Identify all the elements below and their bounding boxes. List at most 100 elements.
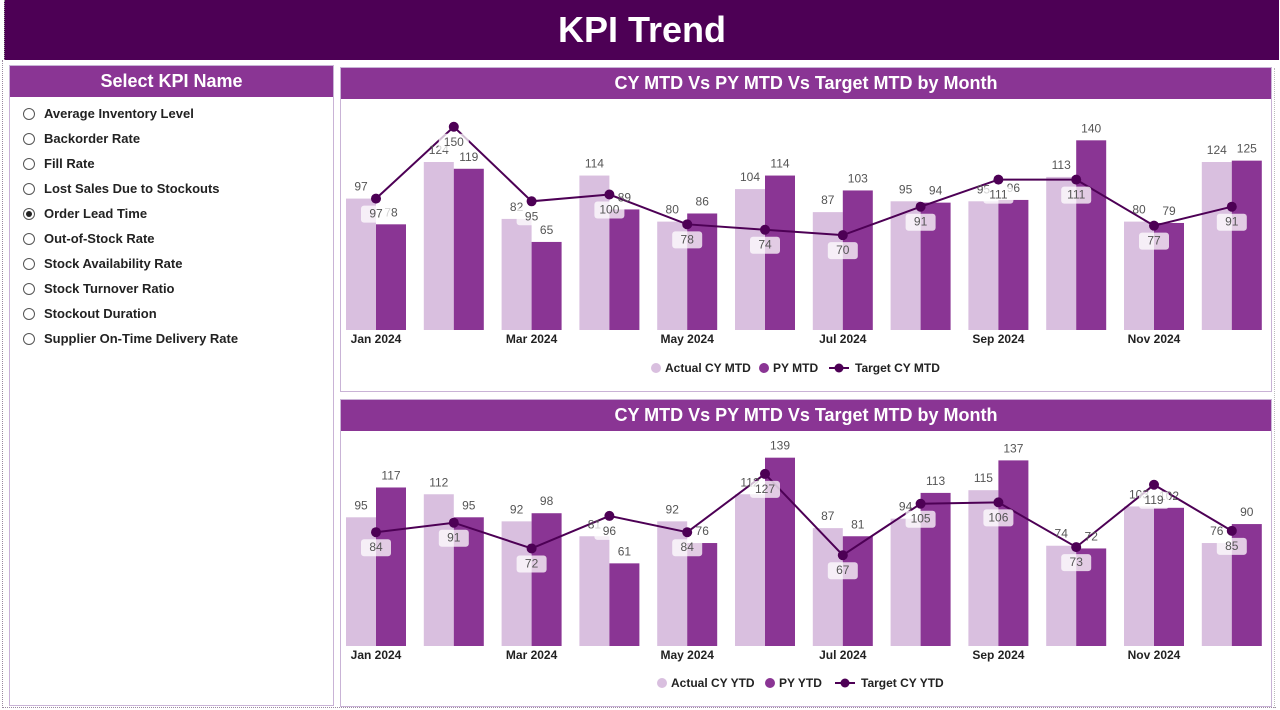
x-tick-label: Jul 2024: [819, 332, 867, 346]
radio-button-icon[interactable]: [23, 107, 35, 120]
slicer-item[interactable]: Lost Sales Due to Stockouts: [10, 176, 333, 201]
target-point: [993, 174, 1004, 185]
slicer-item-label: Stock Availability Rate: [44, 256, 183, 271]
bar-actual: [812, 528, 843, 646]
slicer-item-label: Out-of-Stock Rate: [44, 231, 155, 246]
data-label-target: 91: [1225, 215, 1239, 229]
data-label-actual: 87: [821, 193, 835, 207]
legend-marker-icon: [657, 678, 667, 688]
radio-button-icon[interactable]: [23, 257, 35, 270]
slicer-item[interactable]: Stockout Duration: [10, 301, 333, 326]
data-label-target: 100: [599, 203, 619, 217]
chart-title: CY MTD Vs PY MTD Vs Target MTD by Month: [341, 400, 1271, 431]
data-label-target: 91: [447, 531, 461, 545]
target-point: [526, 543, 537, 554]
legend-marker-icon: [834, 363, 844, 373]
radio-button-icon[interactable]: [23, 182, 35, 195]
bar-py: [842, 190, 873, 330]
data-label-bg: [594, 201, 625, 219]
data-label-bg: [594, 522, 625, 540]
data-label-actual: 95: [354, 498, 368, 512]
target-point: [526, 196, 537, 207]
bar-py: [998, 199, 1029, 330]
data-label-py: 94: [929, 184, 943, 198]
data-label-bg: [361, 205, 391, 223]
data-label-actual: 112: [429, 475, 448, 489]
slicer-item[interactable]: Stock Turnover Ratio: [10, 276, 333, 301]
data-label-actual: 95: [899, 182, 913, 196]
target-point: [1149, 479, 1159, 490]
data-label-actual: 115: [974, 471, 993, 485]
data-label-target: 111: [989, 188, 1008, 202]
data-label-py: 117: [381, 468, 400, 482]
radio-button-icon[interactable]: [23, 282, 35, 295]
scrollbar[interactable]: [1274, 68, 1279, 708]
bar-actual: [346, 517, 376, 646]
radio-button-icon[interactable]: [23, 207, 35, 220]
data-label-bg: [1216, 213, 1247, 231]
data-label-bg: [1061, 186, 1092, 204]
data-label-actual: 80: [1132, 203, 1146, 217]
data-label-bg: [672, 539, 703, 557]
data-label-bg: [361, 539, 391, 557]
data-label-target: 70: [836, 243, 850, 257]
bar-actual: [735, 189, 765, 330]
data-label-py: 79: [1162, 204, 1176, 218]
slicer-item-label: Order Lead Time: [44, 206, 148, 221]
x-tick-label: Nov 2024: [1128, 332, 1181, 346]
chart-panel-ytd: CY MTD Vs PY MTD Vs Target MTD by Month …: [340, 399, 1272, 707]
target-point: [371, 527, 381, 538]
target-point: [915, 498, 926, 509]
slicer-item[interactable]: Backorder Rate: [10, 126, 333, 151]
data-label-bg: [438, 529, 469, 547]
data-label-py: 90: [1240, 505, 1254, 519]
slicer-item[interactable]: Stock Availability Rate: [10, 251, 333, 276]
page-border-bottom: [2, 707, 1276, 708]
target-point: [1071, 542, 1082, 553]
legend-label: Actual CY YTD: [671, 676, 755, 690]
slicer-item-label: Stockout Duration: [44, 306, 157, 321]
radio-button-icon[interactable]: [23, 307, 35, 320]
data-label-target: 150: [444, 135, 464, 149]
data-label-target: 127: [755, 482, 775, 496]
data-label-actual: 92: [666, 502, 680, 516]
slicer-item[interactable]: Order Lead Time: [10, 201, 333, 226]
data-label-bg: [1216, 537, 1247, 555]
data-label-py: 137: [1003, 441, 1023, 455]
target-point: [760, 224, 770, 235]
x-tick-label: May 2024: [661, 648, 715, 662]
data-label-target: 111: [1067, 188, 1086, 202]
radio-button-icon[interactable]: [23, 332, 35, 345]
data-label-py: 76: [696, 524, 710, 538]
bar-py: [998, 460, 1029, 646]
data-label-py: 65: [540, 223, 554, 237]
target-point: [604, 189, 615, 200]
data-label-target: 95: [525, 209, 539, 223]
legend-label: PY MTD: [773, 361, 818, 375]
slicer-item-label: Stock Turnover Ratio: [44, 281, 175, 296]
bar-actual: [423, 162, 454, 330]
slicer-list: Average Inventory Level Backorder Rate Fil…: [10, 97, 333, 351]
radio-button-icon[interactable]: [23, 132, 35, 145]
slicer-item[interactable]: Fill Rate: [10, 151, 333, 176]
data-label-py: 72: [1085, 529, 1099, 543]
slicer-item[interactable]: Supplier On-Time Delivery Rate: [10, 326, 333, 351]
bar-py: [531, 241, 562, 330]
bar-py: [376, 487, 406, 646]
data-label-bg: [438, 133, 469, 151]
data-label-actual: 97: [354, 180, 368, 194]
radio-button-icon[interactable]: [23, 157, 35, 170]
radio-button-icon[interactable]: [23, 232, 35, 245]
bar-py: [1231, 160, 1262, 330]
data-label-bg: [1061, 554, 1092, 572]
slicer-item[interactable]: Out-of-Stock Rate: [10, 226, 333, 251]
data-label-target: 77: [1147, 234, 1161, 248]
target-point: [604, 510, 615, 521]
slicer-item-label: Fill Rate: [44, 156, 95, 171]
target-point: [837, 550, 848, 561]
data-label-bg: [750, 236, 780, 254]
bar-actual: [1201, 543, 1232, 646]
data-label-target: 97: [369, 207, 383, 221]
slicer-item[interactable]: Average Inventory Level: [10, 101, 333, 126]
data-label-py: 61: [618, 544, 632, 558]
